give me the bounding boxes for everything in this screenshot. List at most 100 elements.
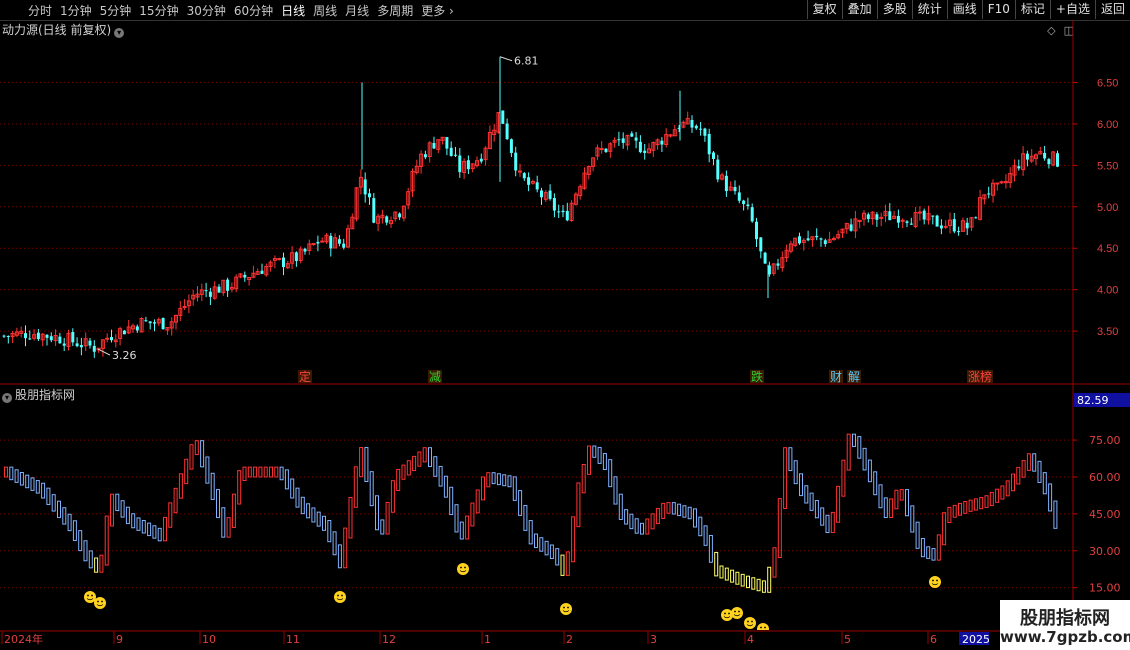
smiley-face <box>334 591 346 603</box>
indicator-bar <box>417 451 422 467</box>
toolbar-button[interactable]: 统计 <box>911 0 947 19</box>
indicator-chart[interactable]: 75.00 60.00 45.00 30.00 15.00 82.59 <box>0 385 1130 630</box>
event-tag[interactable]: 解 <box>848 370 860 384</box>
price-tick-label: 6.50 <box>1097 77 1118 89</box>
candle-body <box>36 332 40 340</box>
diamond-icon[interactable]: ◇ <box>1047 24 1056 37</box>
date-label: 2 <box>566 633 573 646</box>
date-label: 2024年 <box>4 632 43 646</box>
candle-body <box>991 182 995 196</box>
period-tab[interactable]: 月线 <box>345 3 370 18</box>
toolbar-button[interactable]: 返回 <box>1094 0 1130 19</box>
candle-body <box>100 339 105 349</box>
indicator-bar <box>189 444 194 470</box>
event-tag[interactable]: 减 <box>429 370 441 384</box>
period-tab[interactable]: 1分钟 <box>60 3 92 18</box>
candle-body <box>153 322 156 324</box>
toolbar-button[interactable]: 画线 <box>946 0 982 19</box>
candle-body <box>118 328 123 339</box>
indicator-bar <box>841 459 846 497</box>
indicator-bar <box>369 471 374 507</box>
smiley-icon <box>84 591 96 603</box>
period-tab[interactable]: 多周期 <box>377 3 414 18</box>
indicator-bar <box>115 493 120 512</box>
indicator-bar <box>210 472 215 500</box>
indicator-bar <box>777 498 782 559</box>
indicator-bar <box>973 498 978 511</box>
indicator-bar <box>507 475 512 488</box>
indicator-bar <box>724 567 729 581</box>
candle-body <box>798 236 801 244</box>
indicator-bar <box>836 485 841 523</box>
indicator-bar <box>979 497 984 510</box>
period-tab[interactable]: 30分钟 <box>186 3 226 18</box>
smiley-eye <box>734 610 736 613</box>
indicator-bar <box>1026 453 1031 471</box>
period-tab[interactable]: 更多 › <box>421 3 454 18</box>
candle-body <box>823 240 827 245</box>
indicator-bar <box>905 489 909 517</box>
event-tag[interactable]: 财 <box>830 370 842 384</box>
event-tag[interactable]: 涨榜 <box>968 369 992 384</box>
candle-body <box>178 307 183 316</box>
ind-tick-label: 15.00 <box>1089 582 1121 595</box>
candle-body <box>836 234 841 239</box>
candle-body <box>324 234 329 243</box>
candle-body <box>931 215 935 217</box>
indicator-bar <box>597 446 602 464</box>
indicator-bar <box>788 447 793 472</box>
indicator-bar <box>756 578 761 592</box>
period-tab[interactable]: 60分钟 <box>233 3 274 18</box>
candle-body <box>234 276 239 290</box>
indicator-bar <box>221 507 226 538</box>
indicator-bar <box>274 466 279 478</box>
indicator-bar <box>650 513 655 530</box>
toolbar-button[interactable]: 复权 <box>806 0 842 19</box>
indicator-bar <box>899 489 904 501</box>
toolbar-button[interactable]: 多股 <box>876 0 912 19</box>
candle-body <box>79 345 83 348</box>
period-tab[interactable]: 5分钟 <box>99 3 132 18</box>
candle-body <box>621 138 625 143</box>
candle-body <box>372 198 376 223</box>
candle-body <box>380 214 385 219</box>
main-candlestick-chart[interactable]: 6.50 6.00 5.50 5.00 4.50 4.00 3.50 6.81 3.26 定 减 跌 财… <box>0 20 1130 385</box>
candle-body <box>655 139 660 146</box>
toolbar-button[interactable]: F10 <box>981 0 1015 19</box>
window-toggle-icon[interactable]: ◫ <box>1063 24 1074 37</box>
candle-body <box>750 207 754 222</box>
candle-body <box>857 219 862 222</box>
candle-body <box>720 174 725 180</box>
indicator-bar <box>1048 483 1053 512</box>
price-tick-label: 4.00 <box>1097 285 1118 297</box>
high-price-label: 6.81 <box>514 55 539 68</box>
candle-body <box>436 139 441 150</box>
period-tab[interactable]: 周线 <box>313 3 338 18</box>
toolbar-button[interactable]: +自选 <box>1049 0 1095 19</box>
period-tab[interactable]: 日线 <box>281 3 306 18</box>
indicator-bar <box>216 489 220 519</box>
candle-body <box>363 179 367 195</box>
indicator-bar <box>475 489 480 514</box>
candle-body <box>255 271 260 275</box>
watermark-name: 股朋指标网 <box>1020 608 1110 629</box>
chevron-down-icon[interactable]: ▾ <box>2 393 12 403</box>
indicator-bar <box>359 447 364 478</box>
chevron-down-icon[interactable]: ▾ <box>114 28 125 38</box>
candle-body <box>126 326 131 334</box>
candle-body <box>905 221 909 223</box>
toolbar-button[interactable]: 标记 <box>1014 0 1050 19</box>
smiley-face <box>744 617 756 629</box>
event-tag[interactable]: 跌 <box>751 369 763 384</box>
smiley-face <box>721 609 733 621</box>
candle-body <box>475 160 479 167</box>
candle-body <box>853 218 858 232</box>
toolbar-button[interactable]: 叠加 <box>841 0 877 19</box>
indicator-bar <box>438 465 443 487</box>
indicator-bar <box>889 498 894 518</box>
event-tag[interactable]: 定 <box>299 369 311 384</box>
period-tab[interactable]: 15分钟 <box>139 3 179 18</box>
candle-body <box>1056 153 1059 167</box>
period-tab[interactable]: 分时 <box>28 3 53 18</box>
candle-body <box>948 219 952 226</box>
